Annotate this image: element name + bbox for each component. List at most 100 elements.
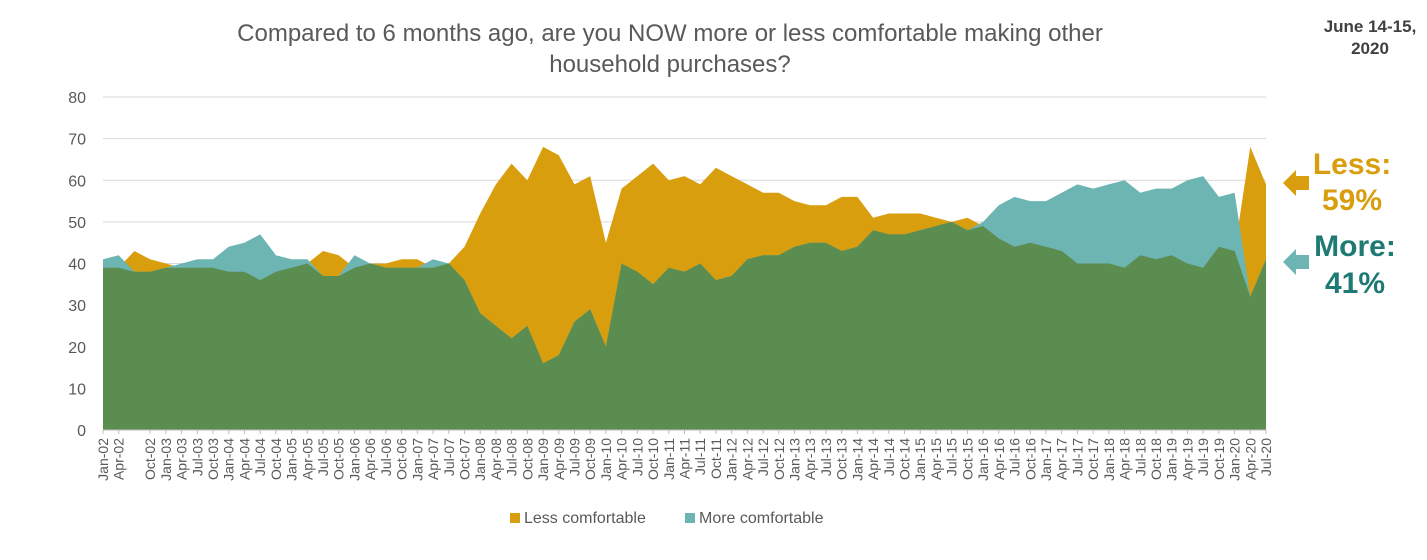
- y-tick-label: 0: [77, 423, 86, 440]
- y-axis: 0 10 20 30 40 50 60 70 80: [68, 90, 86, 440]
- x-tick-label: Jul-19: [1195, 438, 1211, 476]
- x-tick-label: Oct-19: [1211, 438, 1227, 480]
- x-tick-label: Jan-14: [849, 438, 865, 481]
- y-tick-label: 60: [68, 173, 86, 190]
- legend-label-more: More comfortable: [699, 510, 824, 527]
- x-tick-label: Jan-07: [409, 438, 425, 481]
- x-tick-label: Jan-08: [472, 438, 488, 481]
- x-tick-label: Oct-10: [645, 438, 661, 480]
- x-tick-label: Jan-19: [1164, 438, 1180, 481]
- survey-date-line-2: 2020: [1351, 39, 1389, 58]
- x-tick-label: Jan-15: [912, 438, 928, 481]
- y-tick-label: 10: [68, 381, 86, 398]
- y-tick-label: 70: [68, 132, 86, 149]
- x-tick-label: Oct-11: [708, 438, 724, 479]
- x-tick-label: Jan-05: [284, 438, 300, 481]
- plot-areas: [103, 146, 1266, 431]
- x-tick-label: Jan-12: [724, 438, 740, 481]
- x-tick-label: Jul-14: [881, 438, 897, 476]
- x-tick-label: Oct-05: [331, 438, 347, 480]
- x-tick-label: Apr-18: [1117, 438, 1133, 480]
- x-tick-label: Jul-11: [692, 438, 708, 475]
- x-tick-label: Oct-08: [519, 438, 535, 480]
- x-tick-label: Apr-10: [614, 438, 630, 480]
- x-tick-label: Jul-20: [1258, 438, 1274, 476]
- chart-title-line-2: household purchases?: [549, 51, 791, 78]
- survey-date-line-1: June 14-15,: [1324, 17, 1417, 36]
- legend-swatch-more: [685, 513, 695, 523]
- x-tick-label: Oct-07: [457, 438, 473, 480]
- legend-label-less: Less comfortable: [524, 510, 646, 527]
- x-tick-label: Jan-11: [661, 438, 677, 480]
- x-tick-label: Apr-12: [739, 438, 755, 480]
- x-tick-label: Jan-17: [1038, 438, 1054, 481]
- x-tick-label: Jul-12: [755, 438, 771, 476]
- x-tick-label: Jul-15: [944, 438, 960, 476]
- arrow-less-icon: [1283, 170, 1309, 196]
- x-tick-label: Apr-20: [1242, 438, 1258, 480]
- x-tick-label: Jul-07: [441, 438, 457, 476]
- callout-more: More: 41%: [1283, 230, 1396, 300]
- x-tick-label: Jul-17: [1069, 438, 1085, 476]
- x-tick-label: Apr-08: [488, 438, 504, 480]
- x-tick-label: Jan-18: [1101, 438, 1117, 481]
- x-tick-label: Jul-03: [189, 438, 205, 476]
- x-tick-label: Jul-09: [567, 438, 583, 476]
- x-tick-label: Jan-03: [158, 438, 174, 481]
- legend: Less comfortable More comfortable: [510, 510, 824, 527]
- x-tick-label: Oct-17: [1085, 438, 1101, 480]
- x-tick-label: Oct-06: [394, 438, 410, 480]
- x-tick-label: Apr-02: [111, 438, 127, 480]
- x-tick-label: Jul-06: [378, 438, 394, 476]
- x-tick-label: Jul-08: [504, 438, 520, 476]
- y-tick-label: 40: [68, 257, 86, 274]
- x-tick-label: Apr-14: [865, 438, 881, 480]
- y-tick-label: 80: [68, 90, 86, 107]
- x-tick-label: Oct-18: [1148, 438, 1164, 480]
- y-tick-label: 20: [68, 340, 86, 357]
- x-tick-label: Oct-09: [582, 438, 598, 480]
- callout-more-value: 41%: [1325, 267, 1385, 300]
- x-tick-label: Jul-05: [315, 438, 331, 476]
- x-tick-label: Jan-09: [535, 438, 551, 481]
- x-tick-label: Oct-03: [205, 438, 221, 480]
- x-tick-label: Jan-16: [975, 438, 991, 481]
- x-tick-label: Jan-04: [221, 438, 237, 481]
- callout-less-value: 59%: [1322, 184, 1382, 217]
- x-tick-label: Jul-16: [1007, 438, 1023, 476]
- callout-less-label: Less:: [1313, 148, 1391, 181]
- x-tick-label: Apr-09: [551, 438, 567, 480]
- x-tick-label: Oct-16: [1022, 438, 1038, 480]
- x-tick-label: Jul-04: [252, 438, 268, 476]
- x-tick-label: Jan-13: [787, 438, 803, 481]
- x-tick-label: Jul-13: [818, 438, 834, 476]
- x-tick-label: Oct-15: [959, 438, 975, 480]
- y-tick-label: 30: [68, 298, 86, 315]
- series-overlap-area: [103, 221, 1266, 430]
- x-tick-label: Oct-13: [834, 438, 850, 480]
- y-tick-label: 50: [68, 215, 86, 232]
- x-tick-label: Jan-20: [1227, 438, 1243, 481]
- callout-more-label: More:: [1314, 230, 1396, 263]
- x-tick-label: Apr-03: [174, 438, 190, 480]
- x-tick-label: Apr-15: [928, 438, 944, 480]
- arrow-more-icon: [1283, 249, 1309, 275]
- legend-swatch-less: [510, 513, 520, 523]
- x-tick-label: Apr-16: [991, 438, 1007, 480]
- x-tick-label: Apr-06: [362, 438, 378, 480]
- survey-date: June 14-15, 2020: [1324, 17, 1417, 58]
- x-tick-label: Jan-10: [598, 438, 614, 481]
- x-tick-label: Oct-04: [268, 438, 284, 480]
- chart-title-line-1: Compared to 6 months ago, are you NOW mo…: [237, 20, 1103, 47]
- callout-less: Less: 59%: [1283, 148, 1391, 217]
- x-tick-label: Jul-10: [629, 438, 645, 476]
- chart-title: Compared to 6 months ago, are you NOW mo…: [237, 20, 1103, 78]
- x-tick-label: Apr-11: [677, 438, 693, 479]
- x-tick-label: Apr-07: [425, 438, 441, 480]
- x-tick-label: Oct-12: [771, 438, 787, 480]
- x-axis: Jan-02 Apr-02 Oct-02 Jan-03 Apr-03 Jul-03 Oct-…: [95, 430, 1274, 481]
- x-tick-label: Apr-04: [236, 438, 252, 480]
- x-tick-label: Jul-18: [1132, 438, 1148, 476]
- x-tick-label: Oct-02: [142, 438, 158, 480]
